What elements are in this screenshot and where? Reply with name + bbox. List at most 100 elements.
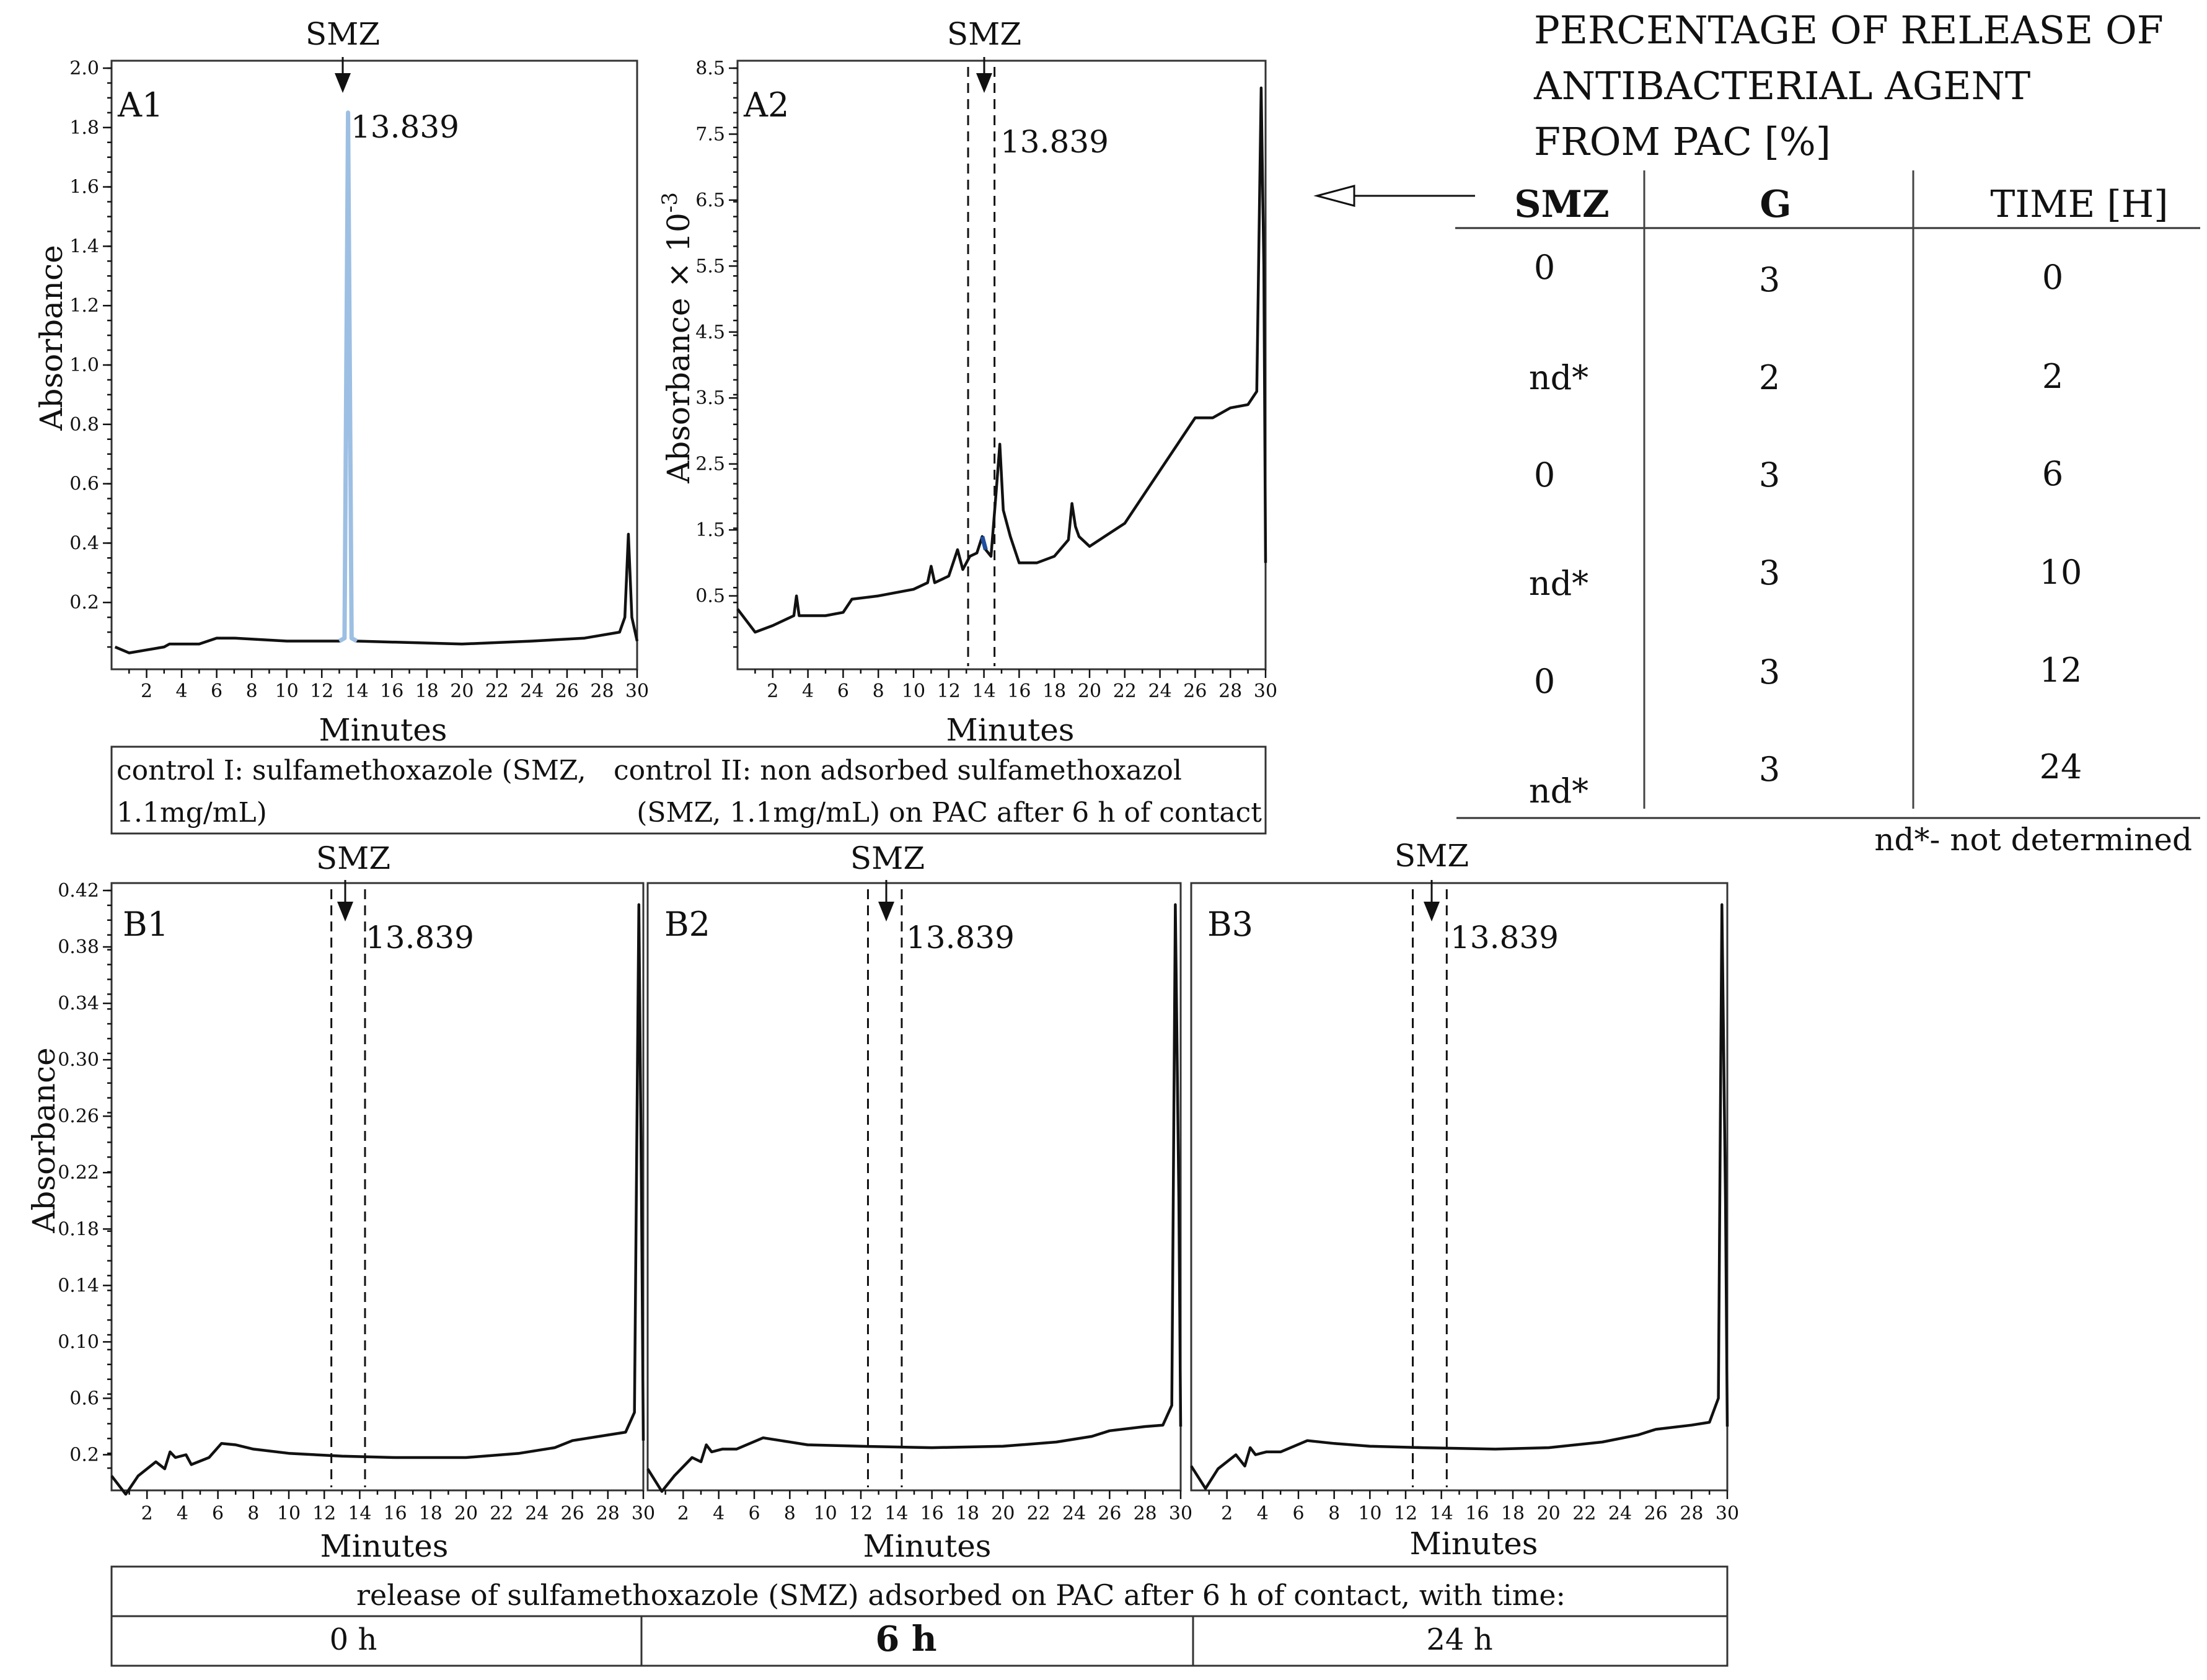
- control1-caption-line2: 1.1mg/mL): [117, 797, 267, 829]
- panel-a1-peak-label: 13.839: [351, 109, 459, 145]
- panel-b2-smz-marker: SMZ: [850, 840, 925, 876]
- panel-a2-x-tick-label: 22: [1113, 680, 1137, 702]
- panel-a2-y-tick-label: 2.5: [695, 454, 725, 475]
- panel-a2: 2 4 6 8 10 12 14 16 18 20 22 24 26 28 308.57.56.55.54.…: [658, 16, 1277, 748]
- panel-b3-x-tick-label: 20: [1537, 1503, 1561, 1524]
- panel-b2-chromatogram-trace: [646, 903, 1183, 1493]
- panel-b2-x-tick-label: 22: [1027, 1503, 1051, 1524]
- panel-b2-x-tick-label: 10: [814, 1503, 837, 1524]
- panel-b3-x-tick-label: 28: [1680, 1503, 1703, 1524]
- panel-b3-x-tick-label: 14: [1430, 1503, 1453, 1524]
- panel-b1-x-tick-label: 14: [348, 1503, 371, 1524]
- panel-a2-y-tick-label: 6.5: [695, 190, 725, 211]
- panel-a2-x-tick-label: 10: [902, 680, 925, 702]
- panel-b2-plot: 2 4 6 8 10 12 14 16 18 20 22 24 26 28 30: [646, 889, 1192, 1524]
- table-cell-g: 3: [1759, 260, 1780, 299]
- panel-a2-x-tick-label: 14: [972, 680, 996, 702]
- panel-b2-x-tick-label: 14: [884, 1503, 908, 1524]
- panel-b3-x-tick-label: 30: [1716, 1503, 1739, 1524]
- panel-b2-x-tick-label: 16: [920, 1503, 944, 1524]
- panel-a2-x-tick-label: 30: [1254, 680, 1277, 702]
- panel-a2-y-axis-title: Absorbance × 10-3: [658, 192, 697, 484]
- control-captions: control I: sulfamethoxazole (SMZ, 1.1mg/…: [110, 745, 1267, 835]
- panel-b1-y-tick-label: 0.10: [58, 1331, 99, 1353]
- panel-b1-y-tick-label: 0.18: [58, 1218, 99, 1240]
- panel-b1-x-tick-label: 8: [247, 1503, 259, 1524]
- table-row: 0 3 12: [1534, 651, 2082, 701]
- panel-a1-y-tick-label: 1.2: [69, 295, 99, 317]
- panel-b3-x-tick-label: 4: [1257, 1503, 1269, 1524]
- panel-b2-peak-label: 13.839: [906, 920, 1015, 956]
- panel-a1-y-tick-label: 0.6: [69, 473, 99, 495]
- panel-b2-x-axis-title: Minutes: [863, 1528, 992, 1564]
- panel-b2: 2 4 6 8 10 12 14 16 18 20 22 24 26 28 30 B2 SMZ 13.839…: [646, 840, 1192, 1564]
- table-cell-g: 2: [1759, 358, 1780, 397]
- panel-b2-x-tick-label: 30: [1169, 1503, 1192, 1524]
- table-cell-time: 2: [2042, 357, 2063, 396]
- panel-b3-x-tick-label: 10: [1358, 1503, 1381, 1524]
- panel-a2-x-tick-label: 8: [873, 680, 884, 702]
- table-row: nd* 3 24: [1529, 747, 2082, 811]
- panel-b2-x-tick-label: 6: [748, 1503, 760, 1524]
- panel-b1-x-tick-label: 2: [141, 1503, 153, 1524]
- release-time-6h: 6 h: [875, 1619, 936, 1660]
- panel-b3-smz-marker: SMZ: [1394, 838, 1469, 874]
- panel-b1-y-tick-label: 0.22: [58, 1162, 99, 1184]
- release-captions: release of sulfamethoxazole (SMZ) adsorb…: [110, 1565, 1729, 1667]
- panel-a1-y-tick-label: 0.8: [69, 414, 99, 436]
- panel-b1-y-axis-title: Absorbance: [26, 1047, 62, 1233]
- panel-a1-x-tick-label: 2: [141, 680, 152, 702]
- panel-b1-x-tick-label: 30: [632, 1503, 655, 1524]
- panel-a2-x-tick-label: 26: [1183, 680, 1207, 702]
- panel-a2-x-tick-label: 28: [1218, 680, 1242, 702]
- release-time-24h: 24 h: [1426, 1622, 1492, 1657]
- panel-b2-x-tick-label: 28: [1134, 1503, 1157, 1524]
- panel-b3-x-tick-label: 18: [1501, 1503, 1525, 1524]
- panel-b1-peak-label: 13.839: [366, 920, 474, 956]
- table-row: nd* 2 2: [1529, 357, 2063, 397]
- table-cell-smz: nd*: [1529, 772, 1588, 811]
- panel-a2-y-tick-label: 4.5: [695, 322, 725, 343]
- panel-a2-y-axis-title-base: Absorbance × 10: [661, 213, 697, 484]
- panel-a1-y-tick-label: 1.0: [69, 354, 99, 376]
- panel-b3-x-tick-label: 24: [1608, 1503, 1632, 1524]
- panel-b1-x-tick-label: 18: [419, 1503, 443, 1524]
- panel-b3-label: B3: [1207, 905, 1253, 944]
- panel-a2-x-tick-label: 4: [802, 680, 814, 702]
- panel-b1-x-tick-label: 6: [212, 1503, 224, 1524]
- panel-b3-x-tick-label: 16: [1465, 1503, 1489, 1524]
- panel-a1-x-tick-label: 22: [485, 680, 509, 702]
- panel-b3-x-tick-label: 2: [1221, 1503, 1233, 1524]
- panel-a1-x-tick-label: 18: [415, 680, 439, 702]
- panel-a2-y-tick-label: 1.5: [695, 519, 725, 541]
- panel-a1-x-tick-label: 26: [555, 680, 579, 702]
- panel-a1-frame: [110, 59, 638, 671]
- panel-a1-x-tick-label: 30: [625, 680, 649, 702]
- panel-a1-chromatogram-trace: [114, 111, 639, 654]
- panel-b3-peak-label: 13.839: [1450, 920, 1559, 956]
- panel-b1-y-tick-label: 0.30: [58, 1049, 99, 1071]
- panel-a2-x-tick-label: 6: [837, 680, 849, 702]
- panel-a2-y-tick-label: 7.5: [695, 123, 725, 145]
- panel-b1-x-tick-label: 28: [596, 1503, 620, 1524]
- panel-b2-x-tick-label: 4: [713, 1503, 725, 1524]
- table-title-line2: ANTIBACTERIAL AGENT: [1533, 63, 2030, 108]
- panel-a2-y-tick-label: 0.5: [695, 586, 725, 607]
- panel-b1-chromatogram-trace: [110, 903, 645, 1496]
- panel-b3-x-axis-title: Minutes: [1410, 1526, 1538, 1562]
- panel-a1-y-tick-label: 0.2: [69, 592, 99, 614]
- panel-b3-x-tick-label: 8: [1328, 1503, 1340, 1524]
- panel-a2-x-tick-label: 12: [937, 680, 961, 702]
- panel-a1-y-tick-label: 0.4: [69, 532, 99, 554]
- control2-caption-line1: control II: non adsorbed sulfamethoxazol: [614, 755, 1182, 786]
- panel-a1-y-axis-title: Absorbance: [33, 245, 69, 431]
- panel-a1-y-tick-label: 2.0: [69, 58, 99, 79]
- table-cell-time: 0: [2042, 258, 2063, 297]
- panel-b2-label: B2: [664, 905, 710, 944]
- panel-b1-y-tick-label: 0.34: [58, 993, 99, 1014]
- panel-a1-x-tick-label: 10: [275, 680, 299, 702]
- panel-b2-frame: [646, 882, 1182, 1492]
- control2-caption-line2: (SMZ, 1.1mg/mL) on PAC after 6 h of cont…: [637, 797, 1262, 829]
- panel-a1-arrow-icon: [335, 73, 351, 93]
